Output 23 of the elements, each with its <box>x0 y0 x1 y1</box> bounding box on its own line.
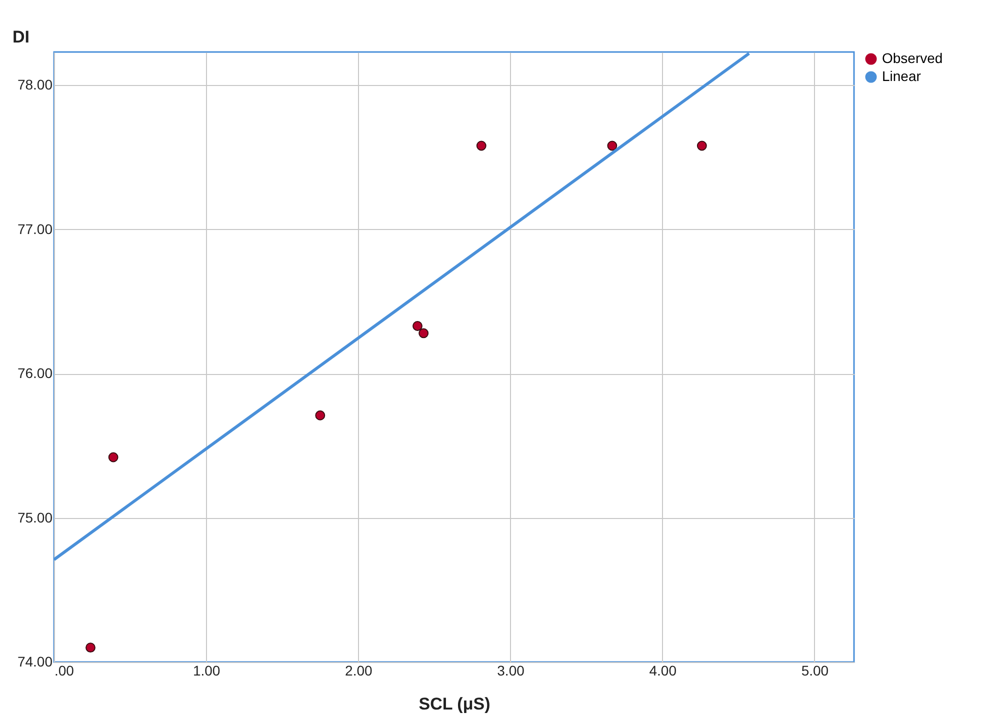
point <box>315 410 326 420</box>
y-tick-label: 77.00 <box>17 220 53 237</box>
x-tick-label: 5.00 <box>801 662 829 678</box>
x-tick-label: 3.00 <box>497 662 525 678</box>
x-axis-title: SCL (μS) <box>418 694 490 714</box>
x-tick-label: 2.00 <box>345 662 373 678</box>
point <box>476 140 486 151</box>
y-tick-label: 75.00 <box>17 509 53 526</box>
y-axis-title: DI <box>12 28 30 46</box>
legend-label: Linear <box>882 68 922 84</box>
point <box>108 452 118 462</box>
point <box>418 328 429 338</box>
point <box>607 140 618 151</box>
x-tick-label: 4.00 <box>649 662 677 678</box>
legend-label: Observed <box>882 50 943 66</box>
y-tick-label: 74.00 <box>17 654 53 670</box>
y-tick-label: 76.00 <box>17 365 53 382</box>
y-tick-label: 78.00 <box>17 76 53 93</box>
x-tick-label: .00 <box>54 662 74 678</box>
point <box>696 140 707 151</box>
x-tick-label: 1.00 <box>192 662 220 678</box>
point <box>86 642 96 653</box>
point <box>412 321 422 331</box>
